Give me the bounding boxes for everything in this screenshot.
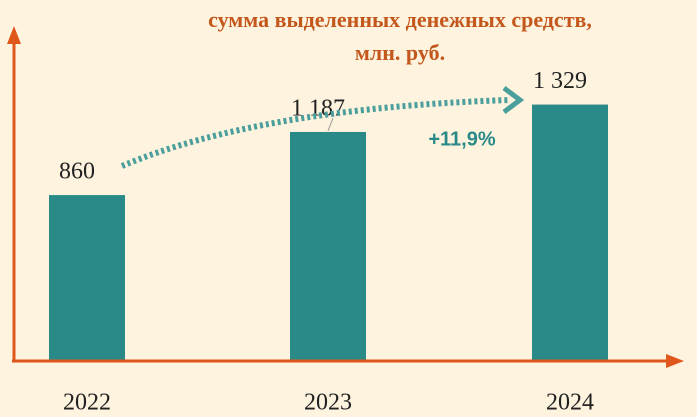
annotation: +11,9% <box>428 128 496 150</box>
x-axis-arrow <box>666 354 684 368</box>
x-tick-label: 2023 <box>304 390 352 416</box>
trend-arrow <box>120 97 511 169</box>
bar <box>532 104 608 361</box>
value-label: 1 329 <box>533 68 587 94</box>
x-tick-label: 2024 <box>546 390 594 416</box>
x-tick-label: 2022 <box>63 390 111 416</box>
trend-arrow-head <box>502 86 525 114</box>
chart-title: сумма выделенных денежных средств, <box>208 7 592 32</box>
leader-line <box>327 117 334 132</box>
chart-subtitle: млн. руб. <box>355 40 445 65</box>
value-label: 1 187 <box>291 95 345 121</box>
value-label: 860 <box>59 159 95 185</box>
bar <box>290 131 366 361</box>
bar <box>49 195 125 361</box>
y-axis-arrow <box>7 26 21 44</box>
